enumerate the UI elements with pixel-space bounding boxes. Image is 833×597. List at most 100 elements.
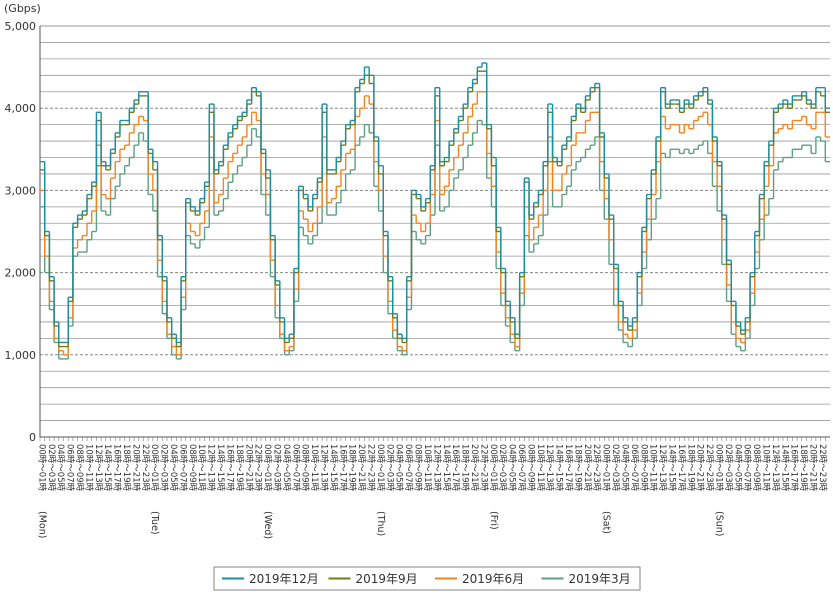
x-tick-label: 08時～09時 (187, 444, 197, 492)
x-tick-label: 16時～17時 (337, 444, 347, 492)
day-label: (Fri) (488, 511, 499, 530)
x-tick-label: 06時～07時 (65, 444, 75, 492)
y-tick-label: 2,000 (5, 267, 37, 280)
x-tick-label: 04時～05時 (619, 444, 629, 492)
day-label: (Sun) (713, 511, 724, 537)
x-tick-label: 22時～23時 (704, 444, 714, 492)
x-tick-label: 22時～23時 (591, 444, 601, 492)
x-tick-label: 06時～07時 (177, 444, 187, 492)
x-tick-label: 20時～21時 (130, 444, 140, 492)
y-tick-label: 0 (29, 431, 36, 444)
x-tick-label: 10時～11時 (648, 444, 658, 492)
x-tick-label: 14時～15時 (215, 444, 225, 492)
x-tick-label: 02時～03時 (46, 444, 56, 492)
x-tick-label: 00時～01時 (36, 444, 46, 492)
x-tick-label: 12時～13時 (318, 444, 328, 492)
x-tick-label: 06時～07時 (629, 444, 639, 492)
x-tick-label: 18時～19時 (572, 444, 582, 492)
x-tick-label: 08時～09時 (638, 444, 648, 492)
x-tick-label: 16時～17時 (112, 444, 122, 492)
x-tick-label: 18時～19時 (347, 444, 357, 492)
x-tick-label: 06時～07時 (516, 444, 526, 492)
x-tick-label: 10時～11時 (309, 444, 319, 492)
x-tick-label: 22時～23時 (366, 444, 376, 492)
x-tick-label: 00時～01時 (601, 444, 611, 492)
x-tick-label: 12時～13時 (93, 444, 103, 492)
x-tick-label: 04時～05時 (55, 444, 65, 492)
x-tick-label: 00時～01時 (262, 444, 272, 492)
x-tick-label: 00時～01時 (488, 444, 498, 492)
x-tick-label: 16時～17時 (789, 444, 799, 492)
x-tick-label: 14時～15時 (441, 444, 451, 492)
x-tick-label: 20時～21時 (469, 444, 479, 492)
x-tick-label: 12時～13時 (431, 444, 441, 492)
x-tick-label: 22時～23時 (478, 444, 488, 492)
x-tick-label: 12時～13時 (770, 444, 780, 492)
x-tick-label: 16時～17時 (450, 444, 460, 492)
x-tick-label: 08時～09時 (74, 444, 84, 492)
y-unit: (Gbps) (4, 2, 41, 15)
x-tick-label: 02時～03時 (271, 444, 281, 492)
y-tick-label: 3,000 (5, 184, 37, 197)
x-tick-label: 02時～03時 (159, 444, 169, 492)
x-tick-label: 18時～19時 (685, 444, 695, 492)
x-tick-label: 14時～15時 (102, 444, 112, 492)
x-tick-label: 10時～11時 (196, 444, 206, 492)
x-tick-label: 04時～05時 (507, 444, 517, 492)
x-tick-label: 06時～07時 (742, 444, 752, 492)
y-tick-label: 4,000 (5, 102, 37, 115)
x-tick-label: 18時～19時 (460, 444, 470, 492)
x-tick-label: 18時～19時 (234, 444, 244, 492)
x-tick-label: 20時～21時 (356, 444, 366, 492)
legend-label: 2019年3月 (569, 572, 631, 586)
x-tick-label: 14時～15時 (554, 444, 564, 492)
x-tick-label: 00時～01時 (375, 444, 385, 492)
day-label: (Tue) (149, 511, 160, 535)
x-tick-label: 06時～07時 (290, 444, 300, 492)
legend-label: 2019年12月 (249, 572, 319, 586)
x-tick-label: 22時～23時 (140, 444, 150, 492)
x-tick-label: 18時～19時 (798, 444, 808, 492)
x-tick-label: 08時～09時 (751, 444, 761, 492)
x-tick-label: 16時～17時 (224, 444, 234, 492)
legend-label: 2019年6月 (462, 572, 524, 586)
day-label: (Sat) (601, 511, 612, 534)
x-tick-label: 00時～01時 (149, 444, 159, 492)
x-tick-label: 12時～13時 (657, 444, 667, 492)
legend-label: 2019年9月 (356, 572, 418, 586)
x-tick-label: 02時～03時 (497, 444, 507, 492)
x-tick-label: 22時～23時 (817, 444, 827, 492)
x-tick-label: 02時～03時 (610, 444, 620, 492)
x-tick-label: 12時～13時 (544, 444, 554, 492)
x-tick-label: 16時～17時 (676, 444, 686, 492)
x-tick-label: 02時～03時 (723, 444, 733, 492)
x-tick-label: 04時～05時 (281, 444, 291, 492)
x-tick-label: 10時～11時 (761, 444, 771, 492)
x-tick-label: 10時～11時 (535, 444, 545, 492)
x-tick-label: 04時～05時 (732, 444, 742, 492)
day-label: (Mon) (36, 511, 47, 538)
x-tick-label: 14時～15時 (666, 444, 676, 492)
x-tick-label: 10時～11時 (83, 444, 93, 492)
x-tick-label: 16時～17時 (563, 444, 573, 492)
y-tick-label: 1,000 (5, 349, 37, 362)
day-label: (Wed) (262, 511, 273, 539)
x-tick-label: 02時～03時 (384, 444, 394, 492)
x-tick-label: 06時～07時 (403, 444, 413, 492)
day-label: (Thu) (375, 511, 386, 536)
x-tick-label: 10時～11時 (422, 444, 432, 492)
x-tick-label: 04時～05時 (168, 444, 178, 492)
x-tick-label: 04時～05時 (394, 444, 404, 492)
x-tick-label: 08時～09時 (300, 444, 310, 492)
x-tick-label: 00時～01時 (713, 444, 723, 492)
y-tick-label: 5,000 (5, 20, 37, 33)
x-tick-label: 08時～09時 (413, 444, 423, 492)
x-tick-label: 20時～21時 (243, 444, 253, 492)
x-tick-label: 12時～13時 (206, 444, 216, 492)
x-tick-label: 20時～21時 (695, 444, 705, 492)
x-tick-label: 22時～23時 (253, 444, 263, 492)
x-tick-label: 14時～15時 (328, 444, 338, 492)
legend-box (213, 566, 641, 591)
